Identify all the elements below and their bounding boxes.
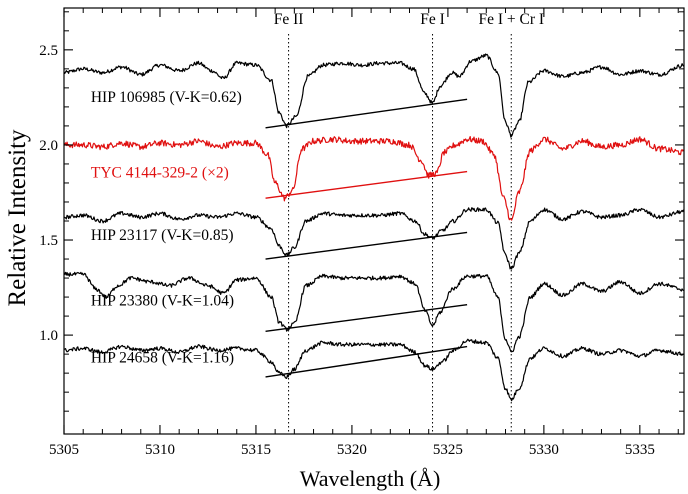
fit-line-tyc-4144-329-2-2 bbox=[265, 170, 468, 199]
x-tick-label: 5335 bbox=[625, 442, 655, 458]
x-axis-title: Wavelength (Å) bbox=[300, 466, 441, 491]
x-tick-label: 5310 bbox=[145, 442, 175, 458]
series-label-hip-24658-v-k-1-16: HIP 24658 (V-K=1.16) bbox=[91, 350, 234, 367]
fit-line-hip-23117-v-k-0-85 bbox=[265, 231, 468, 260]
series-label-hip-106985-v-k-0-62: HIP 106985 (V-K=0.62) bbox=[91, 89, 242, 106]
y-tick-label: 2.0 bbox=[39, 138, 58, 154]
x-tick-label: 5320 bbox=[337, 442, 367, 458]
spectrum-hip-23380-v-k-1-04 bbox=[63, 271, 684, 353]
y-tick-label: 1.0 bbox=[39, 328, 58, 344]
x-tick-label: 5330 bbox=[529, 442, 559, 458]
series-label-hip-23117-v-k-0-85: HIP 23117 (V-K=0.85) bbox=[91, 227, 234, 244]
fit-line-hip-106985-v-k-0-62 bbox=[265, 98, 468, 129]
pseudo-continuum-layer bbox=[265, 98, 468, 378]
x-tick-label: 5315 bbox=[241, 442, 271, 458]
y-tick-label: 1.5 bbox=[39, 233, 58, 249]
annotation-layer: Fe II Fe I Fe I + Cr I HIP 106985 (V-K=0.62… bbox=[91, 11, 544, 367]
spectrum-tyc-4144-329-2-2 bbox=[63, 136, 685, 221]
x-tick-label: 5305 bbox=[49, 442, 79, 458]
axis-layer: 5305 5310 5315 5320 5325 5330 5335 1.0 1.5 2.0 2.5 bbox=[39, 8, 684, 458]
spectrum-hip-23117-v-k-0-85 bbox=[63, 207, 685, 270]
series-layer bbox=[63, 53, 685, 402]
y-axis-title: Relative Intensity bbox=[4, 129, 31, 307]
spectrum-hip-24658-v-k-1-16 bbox=[63, 338, 684, 402]
spectrum-hip-106985-v-k-0-62 bbox=[63, 53, 685, 138]
line-marker-label-fe-i-cr-i: Fe I + Cr I bbox=[478, 11, 544, 28]
line-marker-layer bbox=[288, 34, 512, 434]
x-tick-label: 5325 bbox=[433, 442, 463, 458]
series-label-hip-23380-v-k-1-04: HIP 23380 (V-K=1.04) bbox=[91, 293, 234, 310]
series-label-tyc-4144-329-2-2: TYC 4144-329-2 (×2) bbox=[91, 164, 229, 181]
fit-line-hip-24658-v-k-1-16 bbox=[265, 345, 468, 378]
y-tick-label: 2.5 bbox=[39, 43, 58, 59]
fit-line-hip-23380-v-k-1-04 bbox=[265, 303, 468, 332]
line-marker-label-fe-i: Fe I bbox=[420, 11, 445, 28]
line-marker-label-fe-ii: Fe II bbox=[274, 11, 304, 28]
